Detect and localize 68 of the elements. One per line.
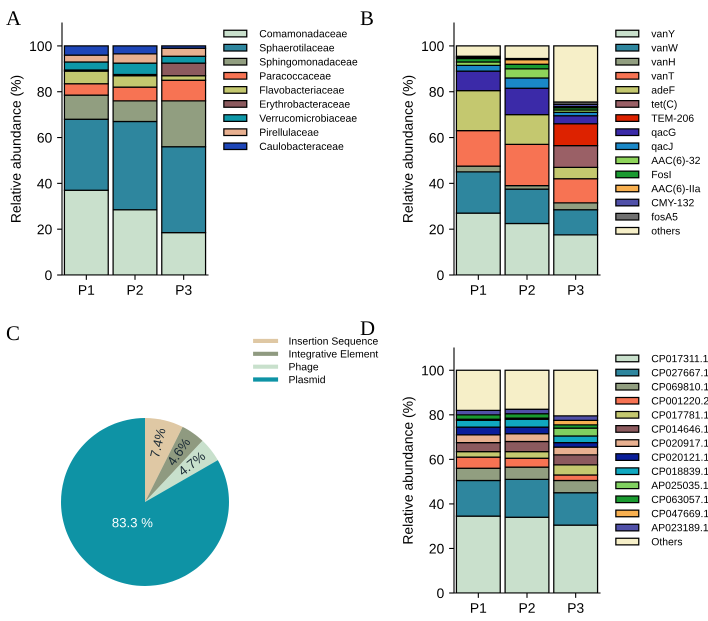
y-tick-label: 20 [430, 224, 444, 234]
x-tick-label: P1 [470, 285, 486, 295]
y-tick-label: 0 [437, 588, 444, 598]
legend-label: AAC(6)-32 [651, 156, 700, 166]
legend-label: Caulobacteraceae [260, 142, 344, 150]
y-tick-label: 20 [38, 224, 52, 234]
legend-label: AP025035.1 [651, 482, 708, 490]
legend-label: Pirellulaceae [260, 128, 318, 136]
x-tick-label: P3 [568, 603, 584, 613]
legend-label: adeF [652, 86, 675, 94]
legend-label: others [652, 226, 680, 235]
legend-label: Sphaerotilaceae [260, 44, 334, 54]
legend-label: Flavobacteriaceae [260, 86, 344, 94]
legend-label: Sphingomonadaceae [260, 58, 358, 68]
legend-label: fosA5 [651, 212, 678, 220]
y-tick-label: 100 [422, 41, 444, 52]
y-axis-title: Relative abundance (%) [10, 76, 24, 222]
x-tick-label: P3 [176, 285, 192, 295]
y-tick-label: 60 [430, 132, 444, 143]
legend-label: CP017311.1 [652, 354, 708, 362]
legend-label: vanH [651, 58, 675, 66]
y-axis-title: Relative abundance (%) [402, 397, 416, 544]
y-tick-label: 40 [429, 178, 444, 189]
data-label: 7.4% [150, 428, 166, 458]
legend-label: vanT [651, 72, 674, 80]
x-tick-label: P1 [470, 603, 486, 613]
x-tick-label: P2 [520, 285, 535, 295]
x-tick-label: P2 [128, 285, 143, 295]
y-tick-label: 80 [429, 87, 444, 97]
y-tick-label: 100 [30, 41, 52, 52]
y-tick-label: 60 [430, 454, 444, 465]
legend-label: Erythrobacteraceae [260, 100, 350, 110]
chart-title: B [360, 11, 373, 26]
y-tick-label: 60 [38, 132, 52, 143]
y-axis-title: Relative abundance (%) [402, 76, 416, 222]
legend-label: Phage [289, 362, 318, 372]
y-tick-label: 0 [437, 270, 444, 280]
legend-label: tet(C) [651, 100, 677, 110]
x-tick-label: P3 [568, 285, 584, 295]
legend-label: vanY [651, 30, 675, 38]
legend-label: Comamonadaceae [260, 30, 347, 38]
legend-label: Verrucomicrobiaceae [259, 114, 357, 122]
legend-label: qacG [652, 128, 676, 138]
y-tick-label: 100 [422, 366, 444, 376]
chart-title: C [6, 326, 19, 340]
chart-title: A [6, 11, 21, 26]
legend-label: Paracoccaceae [260, 72, 331, 80]
legend-label: Integrative Element [289, 350, 378, 360]
legend-label: TEM-206 [652, 114, 694, 122]
legend-label: FosI [652, 170, 671, 178]
y-tick-label: 40 [429, 499, 444, 510]
data-label: 83.3 % [112, 518, 152, 528]
chart-title: D [360, 321, 374, 336]
legend-label: AAC(6)-IIa [651, 184, 700, 194]
legend-label: AP023189.1 [651, 524, 708, 532]
x-tick-label: P2 [520, 603, 535, 613]
y-tick-label: 20 [430, 544, 444, 554]
legend-label: Insertion Sequence [289, 337, 378, 347]
legend-label: Others [652, 538, 682, 546]
y-tick-label: 80 [429, 410, 444, 420]
legend-label: Plasmid [289, 376, 325, 384]
y-tick-label: 80 [37, 87, 52, 97]
y-tick-label: 40 [37, 178, 52, 189]
legend-label: CMY-132 [652, 198, 694, 206]
legend-label: qacJ [652, 142, 672, 152]
x-tick-label: P1 [78, 285, 94, 295]
y-tick-label: 0 [45, 270, 52, 280]
legend-label: vanW [651, 44, 678, 52]
